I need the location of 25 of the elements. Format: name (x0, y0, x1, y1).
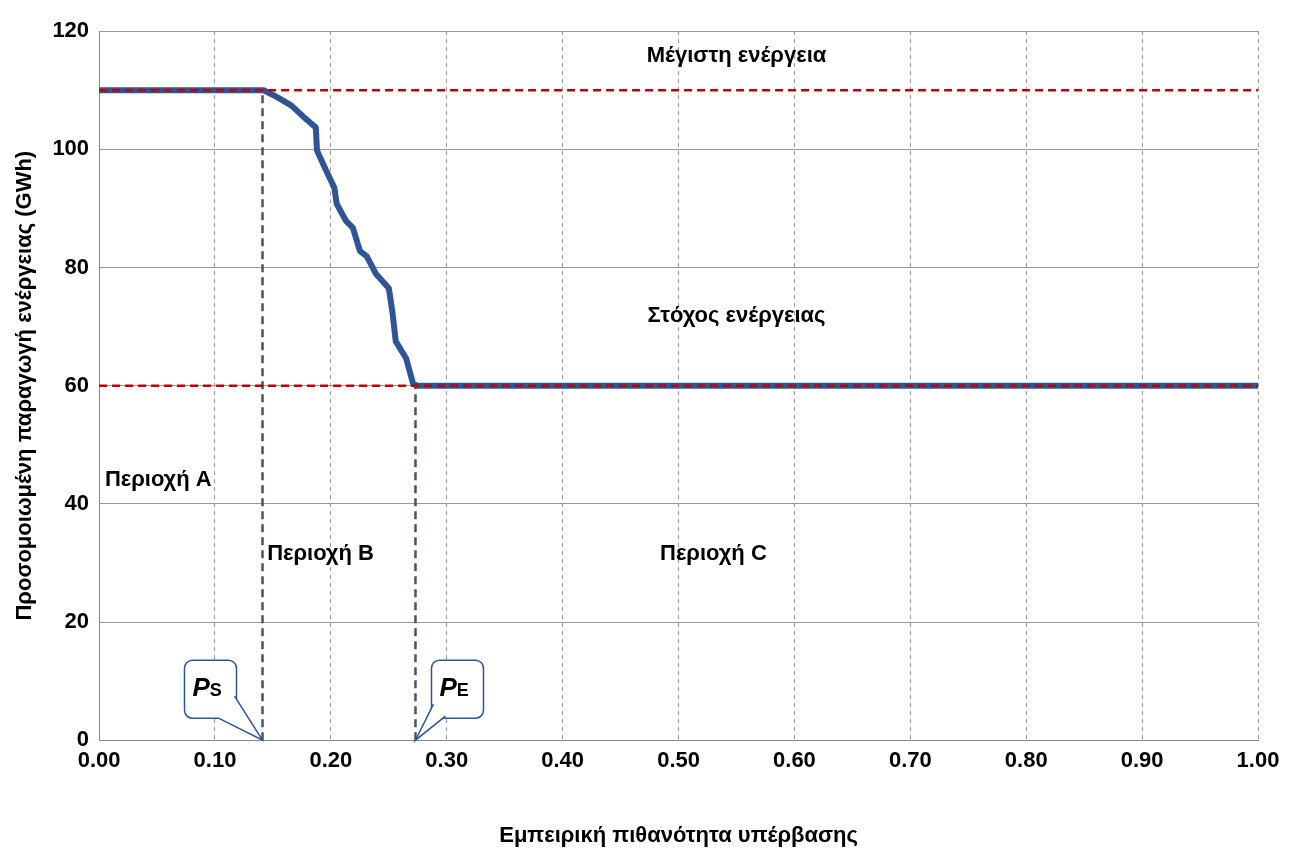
annotation: Περιοχή A (104, 466, 212, 492)
x-tick-label: 0.70 (888, 747, 932, 773)
x-tick-label: 0.90 (1120, 747, 1164, 773)
annotation: PS (192, 672, 222, 703)
x-tick-label: 0.40 (541, 747, 585, 773)
y-tick-label: 60 (64, 371, 90, 397)
y-tick-label: 100 (52, 135, 90, 161)
y-tick-label: 120 (52, 17, 90, 43)
x-tick-label: 0.10 (193, 747, 237, 773)
y-tick-label: 40 (64, 489, 90, 515)
x-tick-label: 0.30 (425, 747, 469, 773)
x-tick-label: 1.00 (1236, 747, 1280, 773)
x-tick-label: 0.20 (309, 747, 353, 773)
y-axis-title: Προσομοιωμένη παραγωγή ενέργειας (GWh) (11, 150, 37, 621)
annotation: Περιοχή C (660, 539, 767, 565)
annotation: Περιοχή B (267, 539, 374, 565)
x-tick-label: 0.50 (657, 747, 700, 773)
x-tick-label: 0.80 (1004, 747, 1048, 773)
ref-line-label: Στόχος ενέργειας (647, 301, 826, 327)
x-axis-title: Εμπειρική πιθανότητα υπέρβασης (499, 821, 858, 847)
y-tick-label: 20 (64, 608, 90, 634)
annotation: PE (439, 672, 469, 703)
x-tick-label: 0.60 (773, 747, 816, 773)
y-tick-label: 80 (64, 253, 90, 279)
ref-line-label: Μέγιστη ενέργεια (646, 42, 827, 68)
